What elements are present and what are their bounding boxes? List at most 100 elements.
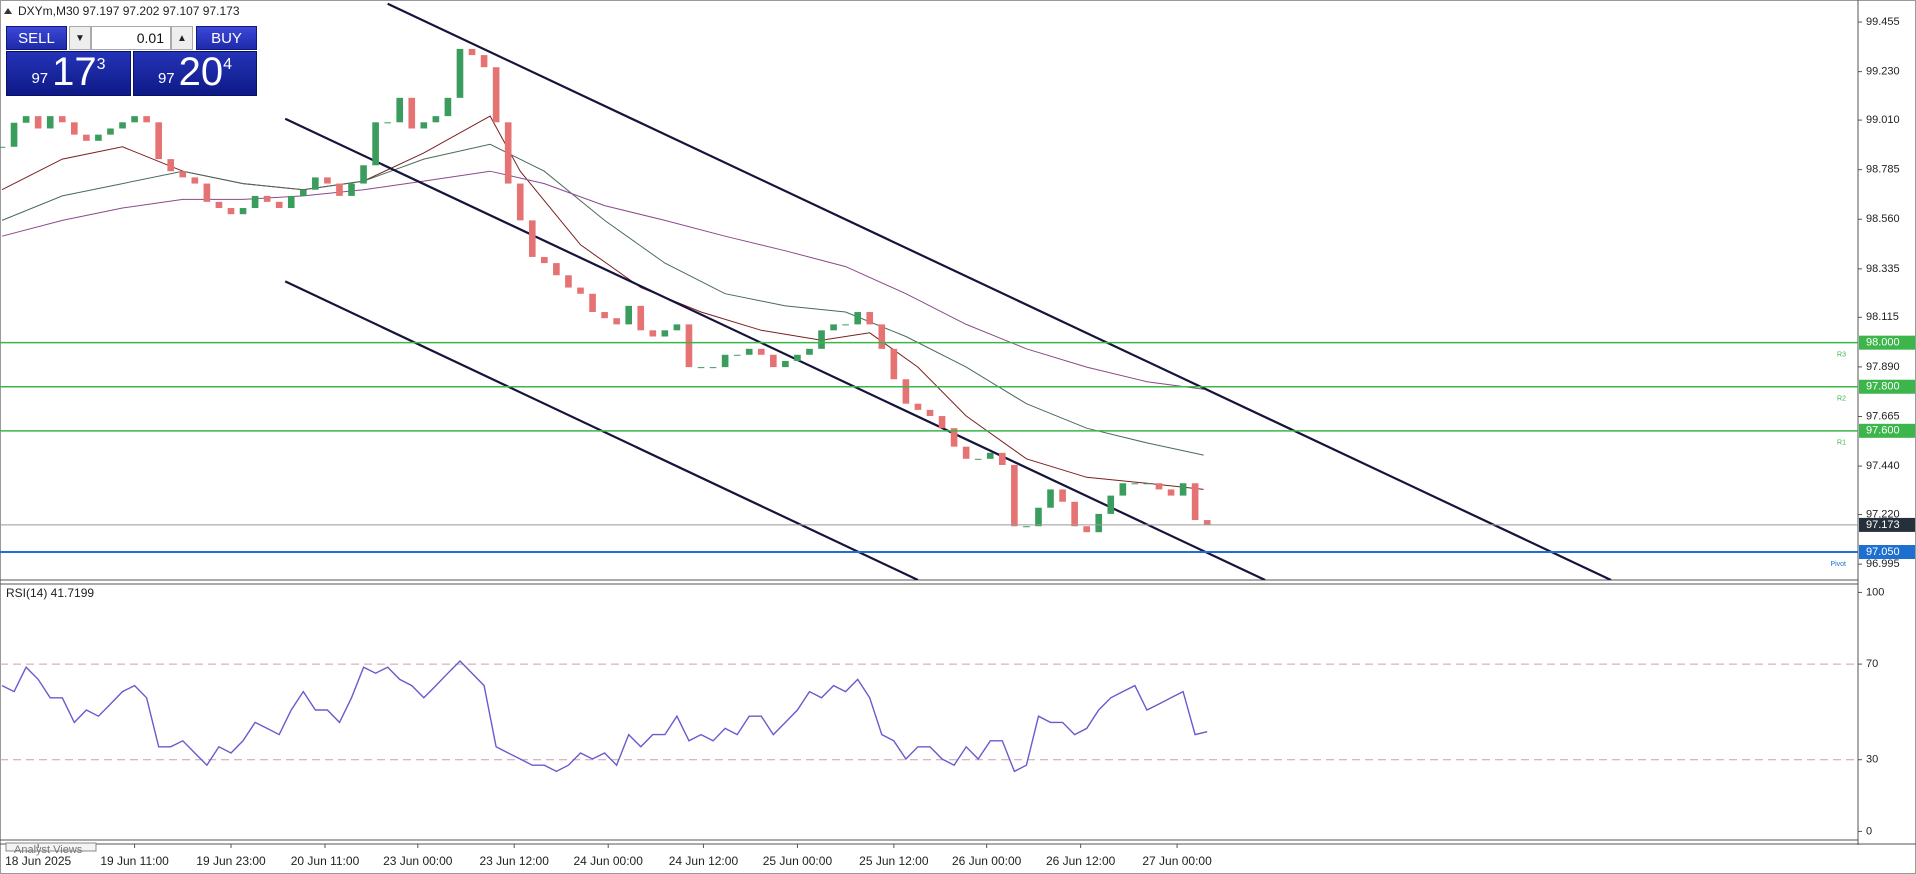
- sell-button[interactable]: SELL: [6, 26, 67, 50]
- candle: [239, 208, 247, 215]
- candle: [998, 452, 1006, 465]
- menu-icon[interactable]: [4, 8, 12, 14]
- moving-average: [1, 170, 1204, 390]
- level-tag: R3: [1837, 352, 1846, 359]
- volume-input[interactable]: 0.01: [91, 26, 171, 50]
- candle: [1203, 520, 1211, 525]
- candle: [155, 122, 162, 160]
- candle: [685, 324, 693, 368]
- candle: [794, 354, 801, 361]
- y-tick-label: 99.455: [1866, 16, 1900, 28]
- candle: [1131, 483, 1139, 485]
- candle: [902, 379, 910, 404]
- candle: [191, 177, 199, 184]
- level-label: 97.800: [1866, 381, 1900, 393]
- candle: [227, 208, 235, 215]
- candle: [312, 177, 319, 190]
- candle: [1059, 489, 1066, 502]
- candle: [251, 195, 259, 209]
- y-tick-label: 96.995: [1866, 558, 1900, 570]
- rsi-line: [1, 660, 1208, 773]
- candle: [336, 183, 343, 196]
- sell-price-sup: 3: [96, 56, 106, 73]
- buy-button[interactable]: BUY: [196, 26, 257, 50]
- x-tick-label: 23 Jun 00:00: [383, 854, 453, 868]
- candle: [107, 128, 114, 135]
- analyst-tab[interactable]: [5, 842, 97, 852]
- candle: [444, 97, 452, 117]
- level-label: 98.000: [1866, 337, 1900, 349]
- candle: [1011, 464, 1018, 527]
- y-tick-label: 99.010: [1866, 114, 1900, 126]
- candle: [577, 287, 584, 294]
- candle: [1155, 483, 1163, 490]
- candle: [119, 122, 126, 129]
- candle: [287, 195, 295, 209]
- candle: [83, 134, 90, 141]
- sell-price[interactable]: 97 17 3: [6, 51, 131, 96]
- candle: [167, 159, 175, 172]
- candle: [1083, 526, 1090, 533]
- rsi-tick-label: 100: [1866, 586, 1884, 598]
- candle: [697, 367, 705, 369]
- candle: [806, 348, 813, 355]
- buy-price-main: 20: [178, 50, 224, 94]
- candle: [601, 312, 608, 319]
- candle: [589, 293, 596, 313]
- y-tick-label: 98.560: [1866, 213, 1900, 225]
- candle: [468, 48, 476, 56]
- candle: [782, 360, 789, 368]
- candle: [420, 122, 428, 129]
- candle: [1179, 483, 1187, 496]
- volume-up[interactable]: ▲: [171, 26, 193, 50]
- candle: [926, 409, 934, 417]
- volume-down[interactable]: ▼: [69, 26, 91, 50]
- candle: [203, 183, 211, 202]
- candle: [1107, 495, 1115, 514]
- candle: [1095, 513, 1103, 533]
- level-label-box: [1859, 379, 1915, 394]
- candle: [673, 324, 681, 331]
- candle: [456, 48, 464, 98]
- level-label-box: [1859, 423, 1915, 438]
- candle: [516, 183, 524, 221]
- candle: [324, 177, 331, 184]
- candle: [613, 318, 620, 325]
- candle: [553, 263, 560, 276]
- candle: [878, 324, 886, 349]
- candle: [757, 348, 765, 355]
- x-tick-label: 19 Jun 23:00: [196, 854, 266, 868]
- candle: [215, 201, 223, 209]
- x-tick-label: 18 Jun 2025: [5, 854, 71, 868]
- candle: [721, 354, 729, 368]
- candle: [0, 146, 6, 148]
- x-tick-label: 26 Jun 00:00: [952, 854, 1022, 868]
- sell-price-big: 97: [31, 70, 49, 87]
- channel-line: [284, 117, 1266, 580]
- candle: [480, 55, 488, 68]
- rsi-title: RSI(14) 41.7199: [6, 586, 94, 600]
- candle: [866, 312, 874, 325]
- candle: [1191, 483, 1199, 521]
- candle: [733, 354, 741, 356]
- candle: [890, 348, 898, 380]
- candle: [1047, 489, 1054, 508]
- x-tick-label: 26 Jun 12:00: [1046, 854, 1116, 868]
- candle: [986, 452, 994, 459]
- buy-price[interactable]: 97 20 4: [133, 51, 257, 96]
- candle: [143, 116, 150, 123]
- moving-average: [1, 143, 1204, 456]
- candle: [745, 348, 753, 355]
- x-tick-label: 24 Jun 00:00: [574, 854, 644, 868]
- x-tick-label: 25 Jun 12:00: [859, 854, 929, 868]
- candle: [275, 201, 283, 209]
- level-label-box: [1859, 335, 1915, 350]
- candle: [131, 116, 138, 123]
- y-tick-label: 98.335: [1866, 263, 1900, 275]
- analyst-tab-label[interactable]: Analyst Views: [14, 844, 83, 856]
- level-label-box: [1859, 545, 1915, 560]
- y-tick-label: 97.220: [1866, 508, 1900, 520]
